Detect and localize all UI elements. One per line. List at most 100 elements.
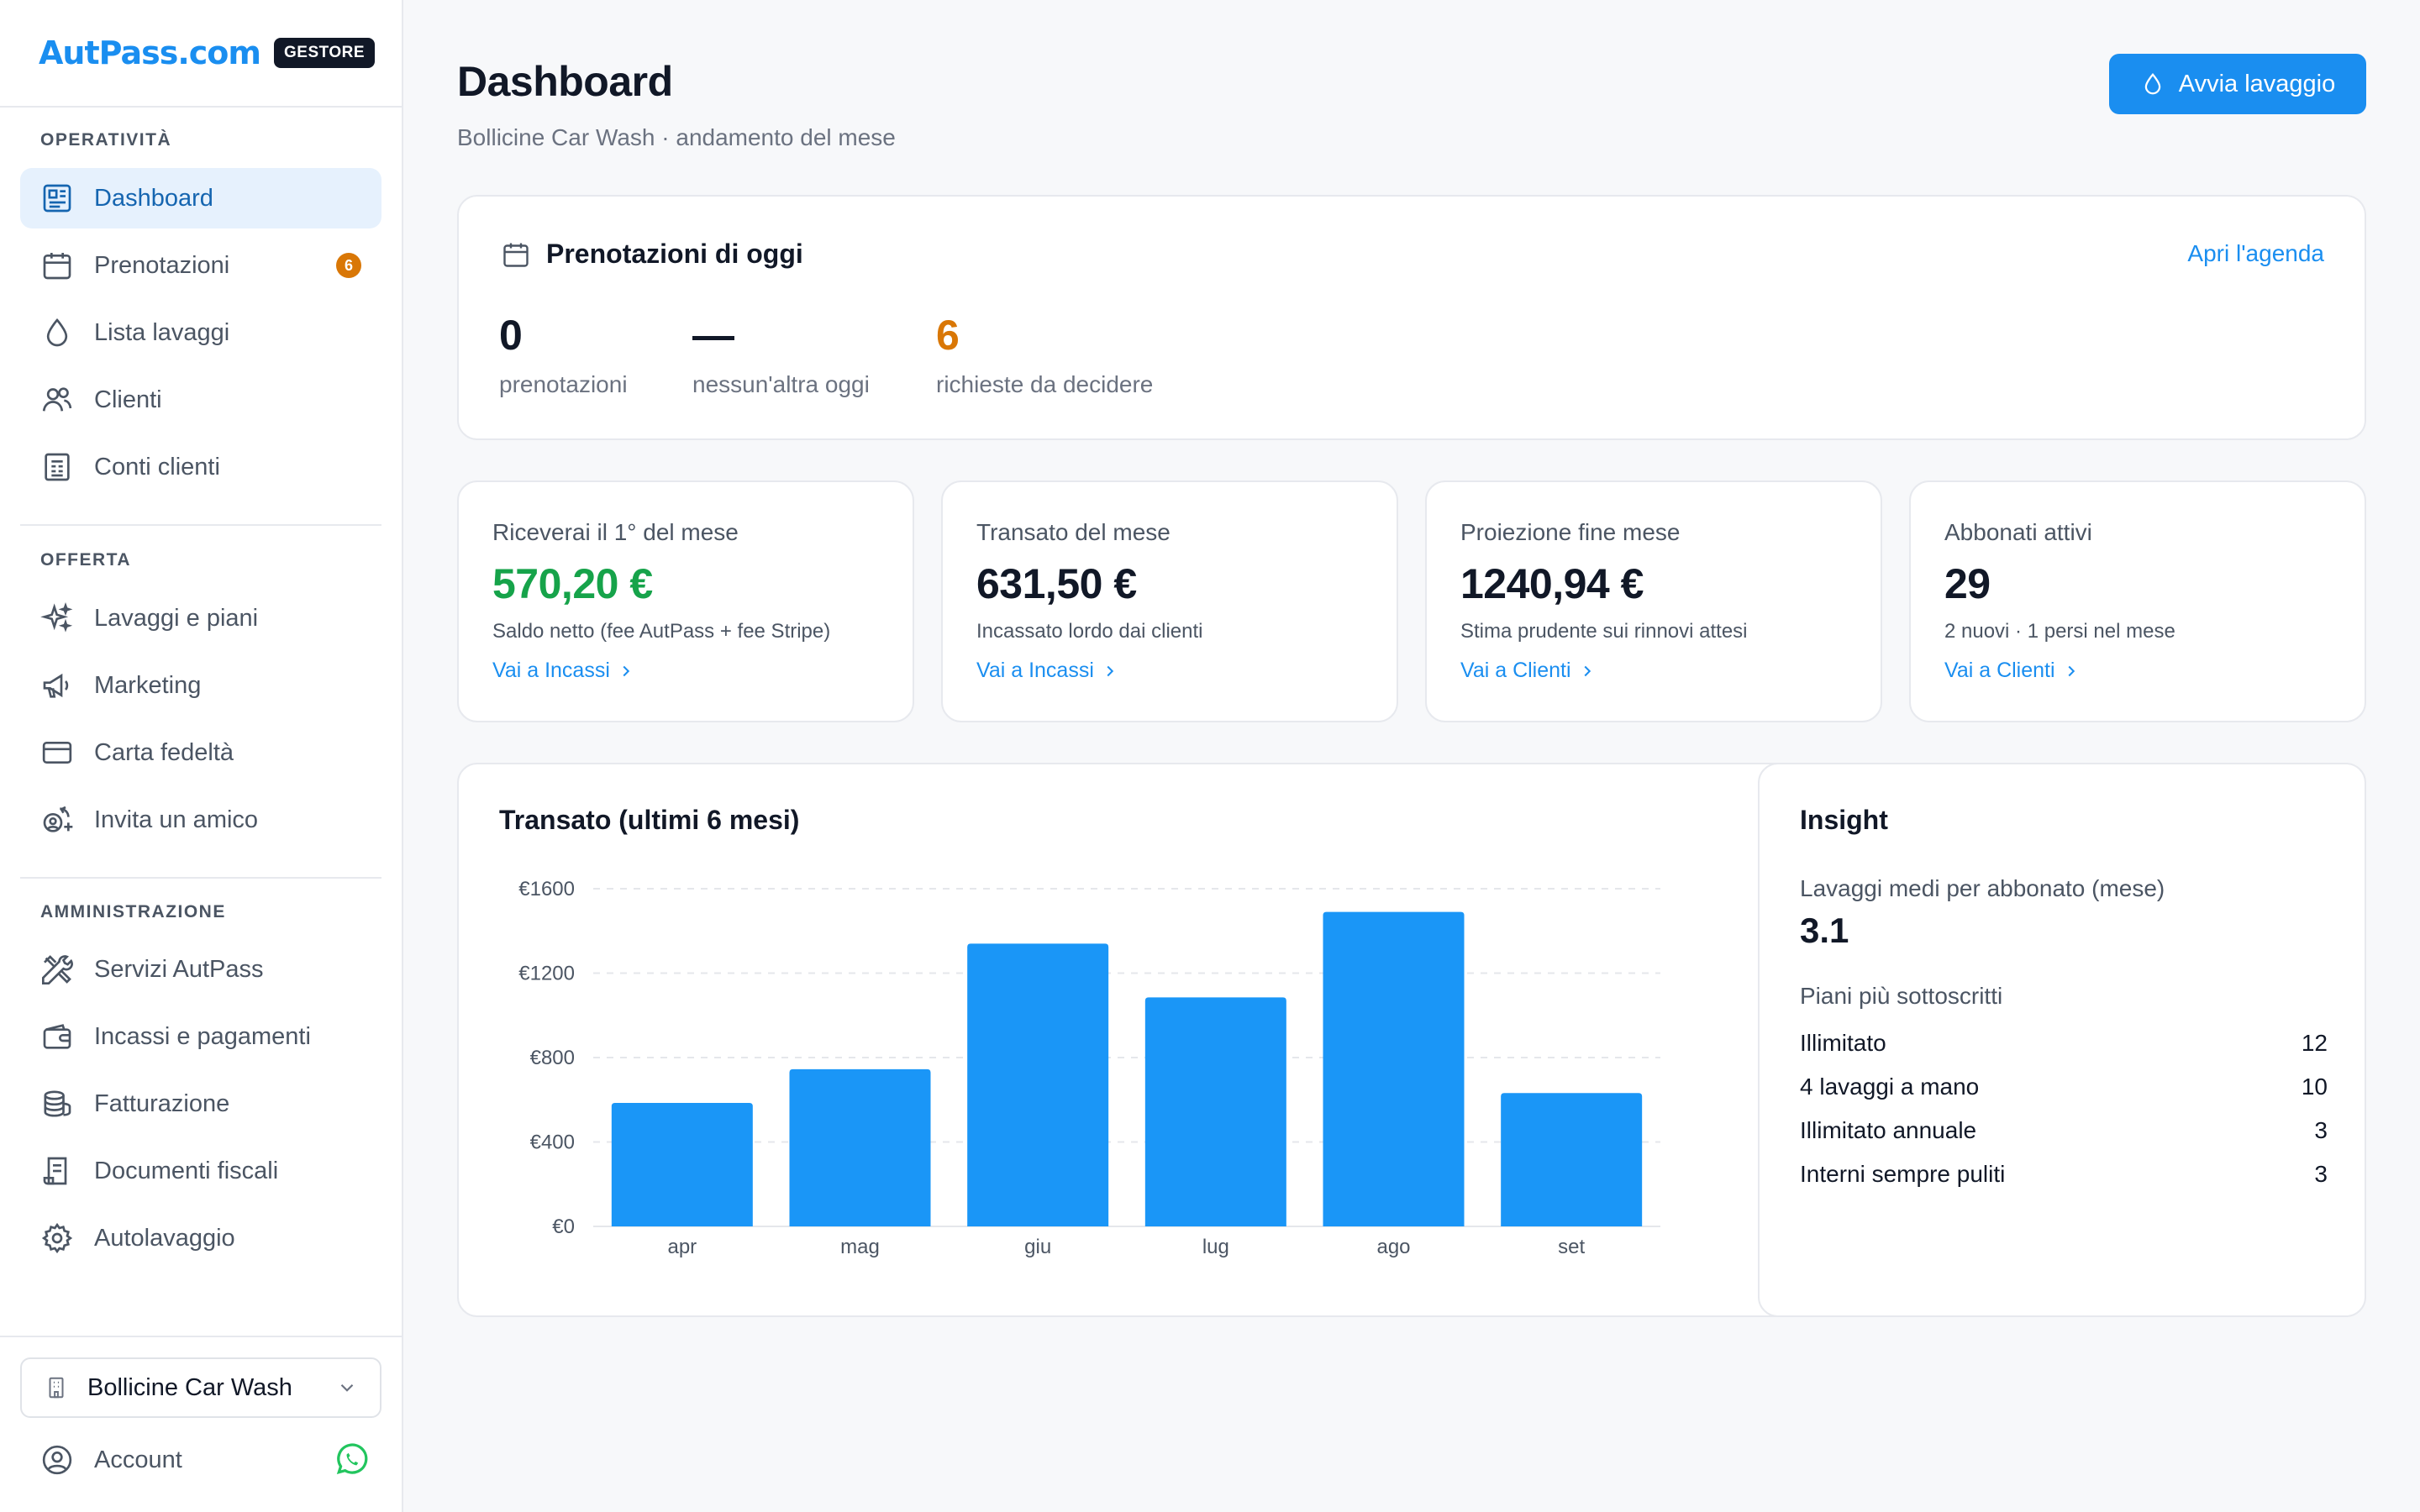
- account-link[interactable]: Account: [20, 1430, 381, 1490]
- section-divider: [20, 524, 381, 526]
- kpi-link-clienti[interactable]: Vai a Clienti: [1944, 659, 2081, 683]
- top-plans-label: Piani più sottoscritti: [1800, 983, 2003, 1009]
- x-tick-label: apr: [667, 1236, 697, 1258]
- section-label-amministrazione: AMMINISTRAZIONE: [40, 902, 226, 921]
- section-label-offerta: OFFERTA: [40, 550, 132, 570]
- chevron-right-icon: [1107, 665, 1114, 676]
- bar: [1501, 1093, 1643, 1226]
- plan-count: 3: [2314, 1161, 2328, 1187]
- whatsapp-icon[interactable]: [333, 1441, 370, 1478]
- page-title: Dashboard: [457, 58, 673, 105]
- kpi-value: 570,20 €: [492, 560, 653, 607]
- y-tick-label: €0: [552, 1215, 575, 1238]
- kpi-value: 631,50 €: [976, 560, 1137, 607]
- stat-others: — nessun'altra oggi: [692, 314, 870, 398]
- stat-label: nessun'altra oggi: [692, 371, 870, 397]
- sidebar-item-autolavaggio[interactable]: Autolavaggio: [20, 1208, 381, 1268]
- sidebar-item-dashboard[interactable]: Dashboard: [20, 168, 381, 228]
- chevron-right-icon: [1584, 665, 1591, 676]
- sidebar-item-label: Conti clienti: [94, 453, 220, 480]
- x-tick-label: giu: [1024, 1236, 1051, 1258]
- kpi-label: Riceverai il 1° del mese: [492, 519, 739, 545]
- kpi-label: Proiezione fine mese: [1460, 519, 1681, 545]
- sidebar-item-lista-lavaggi[interactable]: Lista lavaggi: [20, 302, 381, 363]
- x-tick-label: mag: [840, 1236, 880, 1258]
- kpi-link-label: Vai a Incassi: [976, 659, 1094, 682]
- stat-value: 0: [499, 312, 523, 359]
- kpi-note: Saldo netto (fee AutPass + fee Stripe): [492, 620, 831, 643]
- users-icon: [42, 387, 72, 412]
- receipt-icon: [45, 453, 70, 481]
- building-icon: [49, 1377, 64, 1399]
- kpi-card-subscribers: Abbonati attivi 29 2 nuovi · 1 persi nel…: [1909, 480, 2366, 722]
- sidebar-item-documenti-fiscali[interactable]: Documenti fiscali: [20, 1141, 381, 1201]
- today-header: Prenotazioni di oggi: [501, 239, 803, 270]
- store-selector[interactable]: Bollicine Car Wash: [20, 1357, 381, 1418]
- kpi-link-label: Vai a Clienti: [1944, 659, 2055, 682]
- stat-label: prenotazioni: [499, 371, 628, 397]
- sidebar-item-label: Documenti fiscali: [94, 1157, 279, 1184]
- chevron-right-icon: [623, 665, 630, 676]
- chevron-down-icon: [340, 1383, 354, 1392]
- bar-chart: €0 €400 €800 €1200 €1600 apr mag giu lug ago set: [518, 878, 1660, 1258]
- plan-row: Illimitato 12: [1800, 1030, 2328, 1057]
- sidebar-item-lavaggi-piani[interactable]: Lavaggi e piani: [20, 588, 381, 648]
- coins-icon: [44, 1090, 71, 1117]
- sidebar-item-carta-fedelta[interactable]: Carta fedeltà: [20, 722, 381, 783]
- sidebar-item-label: Lavaggi e piani: [94, 604, 259, 632]
- dashboard-icon: [43, 184, 71, 213]
- sidebar-item-servizi-autpass[interactable]: Servizi AutPass: [20, 939, 381, 1000]
- sidebar-item-marketing[interactable]: Marketing: [20, 655, 381, 716]
- kpi-link-incassi[interactable]: Vai a Incassi: [976, 659, 1119, 683]
- sidebar-item-invita-amico[interactable]: Invita un amico: [20, 790, 381, 850]
- stat-value: —: [692, 312, 734, 359]
- sidebar-item-label: Lista lavaggi: [94, 318, 230, 346]
- sidebar-item-conti-clienti[interactable]: Conti clienti: [20, 437, 381, 497]
- tools-icon: [42, 955, 73, 984]
- document-icon: [43, 1157, 67, 1185]
- kpi-link-clienti[interactable]: Vai a Clienti: [1460, 659, 1597, 683]
- start-wash-button[interactable]: Avvia lavaggio: [2109, 54, 2366, 114]
- plan-name: Illimitato: [1800, 1030, 1886, 1056]
- kpi-link-incassi[interactable]: Vai a Incassi: [492, 659, 635, 683]
- plan-count: 3: [2314, 1117, 2328, 1143]
- section-divider: [20, 877, 381, 879]
- sidebar-item-prenotazioni[interactable]: Prenotazioni 6: [20, 235, 381, 296]
- bar: [789, 1068, 931, 1226]
- sidebar-item-label: Servizi AutPass: [94, 955, 264, 983]
- sidebar-item-label: Clienti: [94, 386, 162, 413]
- droplet-icon: [2144, 73, 2161, 95]
- calendar-icon: [503, 243, 529, 267]
- sidebar-divider: [0, 1336, 403, 1337]
- y-tick-label: €1200: [518, 963, 575, 985]
- y-tick-label: €400: [530, 1131, 575, 1154]
- stat-bookings: 0 prenotazioni: [499, 314, 628, 398]
- y-tick-label: €1600: [518, 878, 575, 900]
- plan-count: 12: [2301, 1030, 2328, 1056]
- sidebar-item-fatturazione[interactable]: Fatturazione: [20, 1074, 381, 1134]
- calendar-icon: [43, 253, 71, 280]
- sidebar-item-label: Prenotazioni: [94, 251, 230, 279]
- plan-name: 4 lavaggi a mano: [1800, 1074, 1980, 1100]
- card-icon: [42, 742, 72, 764]
- user-circle-icon: [42, 1445, 72, 1475]
- sidebar-item-clienti[interactable]: Clienti: [20, 370, 381, 430]
- insight-card: Insight Lavaggi medi per abbonato (mese)…: [1758, 763, 2366, 1317]
- role-badge: GESTORE: [274, 38, 376, 68]
- gear-icon: [41, 1222, 73, 1254]
- start-wash-label: Avvia lavaggio: [2178, 70, 2336, 97]
- bar: [1323, 911, 1465, 1226]
- today-title: Prenotazioni di oggi: [546, 239, 803, 269]
- brand-logo[interactable]: AutPass.com: [39, 34, 261, 71]
- y-tick-label: €800: [530, 1047, 575, 1069]
- droplet-icon: [46, 318, 68, 347]
- plan-name: Interni sempre puliti: [1800, 1161, 2006, 1187]
- stat-label: richieste da decidere: [936, 371, 1154, 397]
- sidebar-item-incassi-pagamenti[interactable]: Incassi e pagamenti: [20, 1006, 381, 1067]
- plan-count: 10: [2301, 1074, 2328, 1100]
- open-agenda-link[interactable]: Apri l'agenda: [2187, 240, 2324, 266]
- sidebar: AutPass.com GESTORE OPERATIVITÀ Dashboar…: [0, 0, 403, 1512]
- chart-title: Transato (ultimi 6 mesi): [499, 805, 800, 835]
- plan-row: Interni sempre puliti 3: [1800, 1161, 2328, 1188]
- notification-badge: 6: [336, 253, 361, 278]
